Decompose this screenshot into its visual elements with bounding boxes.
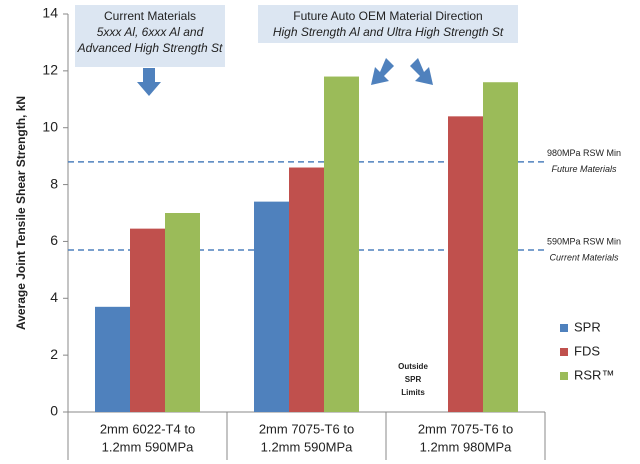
annotation-box [258, 5, 518, 43]
x-tick-label: 2mm 7075-T6 to [418, 421, 513, 436]
x-tick-label: 1.2mm 980MPa [420, 439, 513, 454]
y-tick-label: 4 [50, 289, 58, 305]
y-tick-label: 8 [50, 175, 58, 191]
y-tick-label: 14 [42, 5, 58, 21]
y-tick-label: 6 [50, 232, 58, 248]
legend-label: FDS [574, 343, 600, 358]
arrow [137, 68, 161, 96]
legend-label: SPR [574, 319, 601, 334]
reference-label: 590MPa RSW Min [547, 236, 621, 246]
y-axis-title: Average Joint Tensile Shear Strength, kN [14, 96, 28, 330]
annotation: Limits [401, 388, 425, 397]
legend-swatch [560, 324, 568, 332]
legend-label: RSR™ [574, 367, 614, 382]
annotation: Future Auto OEM Material Direction [293, 9, 482, 23]
reference-label: Future Materials [551, 164, 617, 174]
x-tick-label: 1.2mm 590MPa [102, 439, 195, 454]
x-tick-label: 2mm 7075-T6 to [259, 421, 354, 436]
y-tick-label: 2 [50, 346, 58, 362]
bar [254, 201, 289, 412]
annotation: Outside [398, 362, 428, 371]
annotation-box [75, 5, 225, 67]
reference-label: Current Materials [549, 252, 619, 262]
bar [324, 76, 359, 413]
annotation: Advanced High Strength St [77, 41, 223, 55]
bar [289, 167, 324, 412]
x-tick-label: 2mm 6022-T4 to [100, 421, 195, 436]
legend-swatch [560, 372, 568, 380]
legend-swatch [560, 348, 568, 356]
bar [448, 116, 483, 412]
annotation: Current Materials [104, 9, 196, 23]
bar [95, 306, 130, 412]
annotation: 5xxx Al, 6xxx Al and [97, 25, 204, 39]
y-tick-label: 0 [50, 403, 58, 419]
bar [483, 82, 518, 412]
y-tick-label: 12 [42, 62, 58, 78]
bar [165, 213, 200, 412]
annotation: SPR [405, 375, 422, 384]
bar [130, 228, 165, 412]
x-tick-label: 1.2mm 590MPa [261, 439, 354, 454]
y-tick-label: 10 [42, 118, 58, 134]
arrow [371, 58, 394, 85]
arrow [410, 58, 433, 85]
reference-label: 980MPa RSW Min [547, 148, 621, 158]
annotation: High Strength Al and Ultra High Strength… [273, 25, 504, 39]
